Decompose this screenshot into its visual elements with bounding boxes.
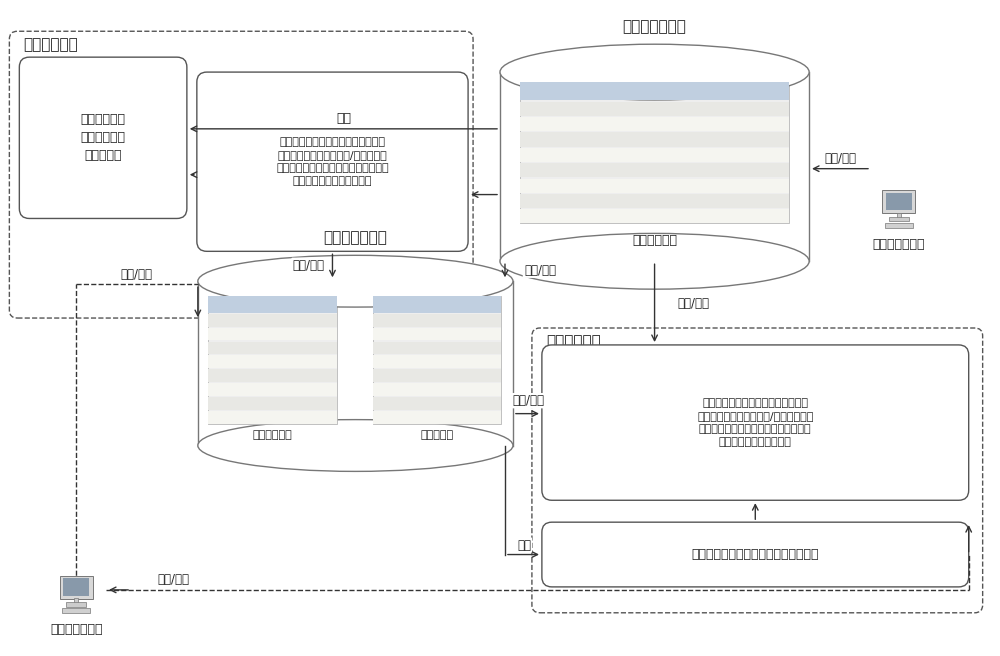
Bar: [520, 178, 789, 193]
Bar: [373, 314, 501, 327]
Bar: [373, 356, 501, 368]
Bar: [208, 314, 337, 327]
Bar: [208, 411, 337, 424]
Text: 根据总表与分表的自增量标识对应关
系，在中心数据库中更新/新增业务相关
数据，针对新增业务数据建立总表与分
表的自增量标识对应关系: 根据总表与分表的自增量标识对应关 系，在中心数据库中更新/新增业务相关 数据，针…: [697, 398, 813, 447]
Text: 查询: 查询: [517, 539, 531, 552]
Text: 标识变更表: 标识变更表: [421, 430, 454, 440]
Bar: [520, 163, 789, 177]
Bar: [520, 133, 789, 146]
Polygon shape: [198, 281, 513, 445]
Bar: [373, 383, 501, 396]
FancyBboxPatch shape: [197, 72, 468, 251]
Bar: [66, 602, 86, 607]
Bar: [208, 369, 337, 382]
Bar: [886, 193, 912, 211]
Bar: [60, 575, 93, 598]
Polygon shape: [500, 72, 809, 261]
Bar: [373, 296, 501, 313]
Text: 更新/新增: 更新/新增: [824, 152, 856, 165]
Bar: [520, 82, 789, 224]
Text: 查询: 查询: [336, 112, 351, 125]
Bar: [520, 82, 789, 100]
Bar: [373, 411, 501, 424]
Ellipse shape: [198, 255, 513, 307]
Bar: [373, 369, 501, 382]
Bar: [897, 213, 901, 218]
Text: 查询/新增: 查询/新增: [512, 394, 544, 407]
Text: 更新/新增: 更新/新增: [120, 268, 152, 281]
Bar: [208, 296, 337, 424]
Text: 在中心数据库
中查询站点业
务相关数据: 在中心数据库 中查询站点业 务相关数据: [81, 113, 126, 162]
Bar: [373, 296, 501, 424]
Text: 更新/新增: 更新/新增: [293, 258, 325, 272]
Text: 站点客户端应用: 站点客户端应用: [50, 623, 102, 636]
Bar: [208, 328, 337, 340]
Text: 业务数据分发: 业务数据分发: [23, 37, 78, 52]
Bar: [62, 609, 90, 613]
Bar: [882, 190, 915, 213]
FancyBboxPatch shape: [542, 345, 969, 501]
Bar: [208, 296, 337, 313]
FancyBboxPatch shape: [542, 522, 969, 587]
Ellipse shape: [500, 44, 809, 100]
Text: 中心数据库系统: 中心数据库系统: [623, 19, 687, 34]
Text: 站点数据库系统: 站点数据库系统: [323, 230, 387, 245]
Ellipse shape: [500, 234, 809, 289]
Bar: [520, 102, 789, 116]
Bar: [208, 342, 337, 354]
FancyBboxPatch shape: [19, 57, 187, 218]
Bar: [520, 117, 789, 131]
Bar: [520, 194, 789, 208]
Text: 中心客户端应用: 中心客户端应用: [873, 238, 925, 251]
Bar: [208, 383, 337, 396]
Text: 查询/新增: 查询/新增: [524, 264, 556, 277]
Bar: [520, 209, 789, 224]
Text: 业务数据总表: 业务数据总表: [632, 234, 677, 247]
Bar: [373, 342, 501, 354]
Bar: [889, 217, 909, 222]
Ellipse shape: [198, 420, 513, 472]
Bar: [520, 148, 789, 162]
Text: 更新/新增: 更新/新增: [678, 297, 710, 310]
Text: 在站点数据库中查询业务相关增量数据: 在站点数据库中查询业务相关增量数据: [692, 548, 819, 561]
Bar: [208, 356, 337, 368]
Text: 根据总表与分表的自增量标识对应关
系，在站点数据库中更新/新增业务相
关数据，针对新增业务数据建立总表与
分表的自增量标识对应关系: 根据总表与分表的自增量标识对应关 系，在站点数据库中更新/新增业务相 关数据，针…: [276, 137, 389, 186]
Bar: [63, 579, 89, 596]
Text: 业务数据上传: 业务数据上传: [546, 334, 601, 349]
Bar: [74, 598, 78, 603]
Text: 业务数据分表: 业务数据分表: [253, 430, 293, 440]
Bar: [373, 397, 501, 410]
Bar: [373, 328, 501, 340]
Text: 更新/新增: 更新/新增: [157, 573, 189, 586]
Bar: [885, 223, 913, 228]
Bar: [208, 397, 337, 410]
